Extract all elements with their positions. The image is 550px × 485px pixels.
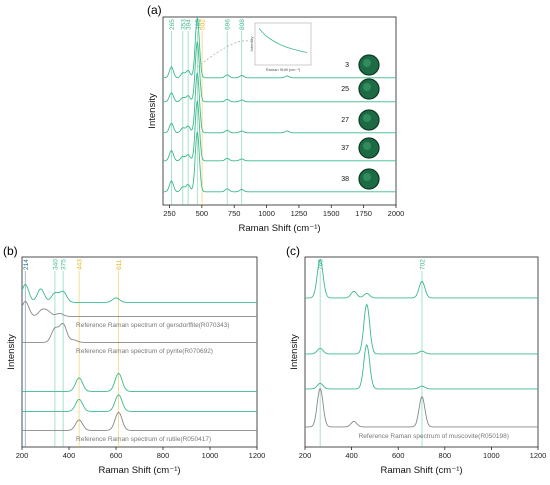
sample-label-2: 27	[341, 117, 349, 124]
x-tick-label-1-3: 800	[157, 451, 170, 460]
inset-x-label: Raman Shift (cm⁻¹)	[266, 67, 301, 72]
marker-label-1-0: 214	[23, 259, 30, 270]
x-tick-label-2-0: 200	[299, 451, 312, 460]
x-tick-label-0-3: 1000	[258, 209, 275, 218]
sample-label-1: 25	[341, 86, 349, 93]
spectrum-line-1-0	[21, 283, 257, 303]
spectrum-line-2-0	[305, 258, 538, 299]
spectrum-line-1-5	[22, 411, 257, 431]
reference-label-1-2: Reference Raman spectrum of pyrite(R0706…	[76, 348, 213, 355]
plot-frame-1	[21, 256, 258, 448]
x-tick-label-1-1: 400	[63, 451, 76, 460]
marker-label-2-1: 702	[419, 259, 426, 270]
sample-photo-highlight-3	[363, 142, 371, 150]
spectrum-line-2-2	[305, 344, 538, 390]
x-tick-label-1-2: 600	[110, 451, 123, 460]
x-tick-label-0-6: 1750	[355, 209, 372, 218]
spectrum-line-0-4	[163, 131, 396, 193]
plot-frame-0	[162, 16, 397, 206]
x-tick-label-0-1: 500	[196, 209, 209, 218]
spectrum-line-2-1	[305, 303, 538, 355]
x-tick-label-0-5: 1500	[323, 209, 340, 218]
y-axis-label-2: Intensity	[289, 334, 300, 370]
spectrum-line-0-3	[163, 100, 396, 162]
panel-label-c: (c)	[286, 244, 300, 258]
sample-photo-highlight-0	[363, 59, 371, 67]
x-tick-label-1-5: 1200	[249, 451, 266, 460]
reference-label-1-5: Reference Raman spectrum of rutile(R0504…	[76, 436, 211, 443]
y-axis-label-0: Intensity	[147, 93, 158, 129]
y-axis-label-1: Intensity	[6, 334, 17, 370]
reference-label-1-1: Reference Raman spectrum of gersdorffite…	[76, 322, 229, 329]
sample-photo-highlight-2	[363, 114, 371, 122]
sample-label-4: 38	[341, 176, 349, 183]
x-axis-label-2: Raman Shift (cm⁻¹)	[380, 465, 462, 476]
marker-label-0-6: 808	[239, 19, 246, 30]
x-axis-label-0: Raman Shift (cm⁻¹)	[238, 223, 320, 234]
x-tick-label-2-3: 800	[439, 451, 452, 460]
x-tick-label-0-4: 1250	[291, 209, 308, 218]
marker-label-0-5: 696	[225, 19, 232, 30]
x-tick-label-2-1: 400	[345, 451, 358, 460]
reference-label-2-3: Reference Raman spectrum of muscovite(R0…	[359, 433, 509, 440]
x-tick-label-0-0: 250	[163, 209, 176, 218]
marker-label-1-3: 443	[77, 259, 84, 270]
marker-label-0-2: 394	[186, 19, 193, 30]
spectrum-line-1-3	[22, 372, 257, 392]
spectrum-line-0-1	[163, 41, 396, 103]
x-tick-label-1-0: 200	[16, 451, 29, 460]
marker-label-0-0: 265	[169, 19, 176, 30]
marker-label-1-1: 340	[52, 259, 59, 270]
x-tick-label-2-2: 600	[392, 451, 405, 460]
x-axis-label-1: Raman Shift (cm⁻¹)	[98, 465, 180, 476]
spectrum-line-0-0	[163, 17, 396, 79]
x-tick-label-0-2: 750	[228, 209, 241, 218]
spectrum-line-1-2	[22, 322, 257, 343]
x-tick-label-1-4: 1000	[202, 451, 219, 460]
spectrum-line-2-3	[305, 387, 538, 428]
inset-frame	[254, 22, 312, 66]
marker-label-2-0: 265	[318, 259, 325, 270]
marker-label-1-2: 375	[61, 259, 68, 270]
x-tick-label-0-7: 2000	[388, 209, 405, 218]
sample-label-0: 3	[345, 62, 349, 69]
spectrum-line-1-4	[22, 394, 257, 412]
panel-label-b: (b)	[3, 244, 18, 258]
inset-y-label: Intensity	[249, 37, 254, 52]
marker-label-0-4: 502	[200, 19, 207, 30]
plot-frame-2	[304, 256, 539, 448]
sample-photo-highlight-1	[363, 83, 371, 91]
x-tick-label-2-4: 1000	[483, 451, 500, 460]
panel-label-a: (a)	[147, 3, 162, 17]
sample-photo-highlight-4	[363, 173, 371, 181]
marker-label-0-1: 353	[180, 19, 187, 30]
spectrum-line-0-2	[163, 72, 396, 134]
inset-pointer	[197, 40, 254, 68]
marker-label-1-4: 611	[116, 259, 123, 270]
inset-line	[258, 28, 308, 53]
sample-label-3: 37	[341, 145, 349, 152]
spectrum-line-1-1	[21, 300, 257, 317]
x-tick-label-2-5: 1200	[530, 451, 547, 460]
